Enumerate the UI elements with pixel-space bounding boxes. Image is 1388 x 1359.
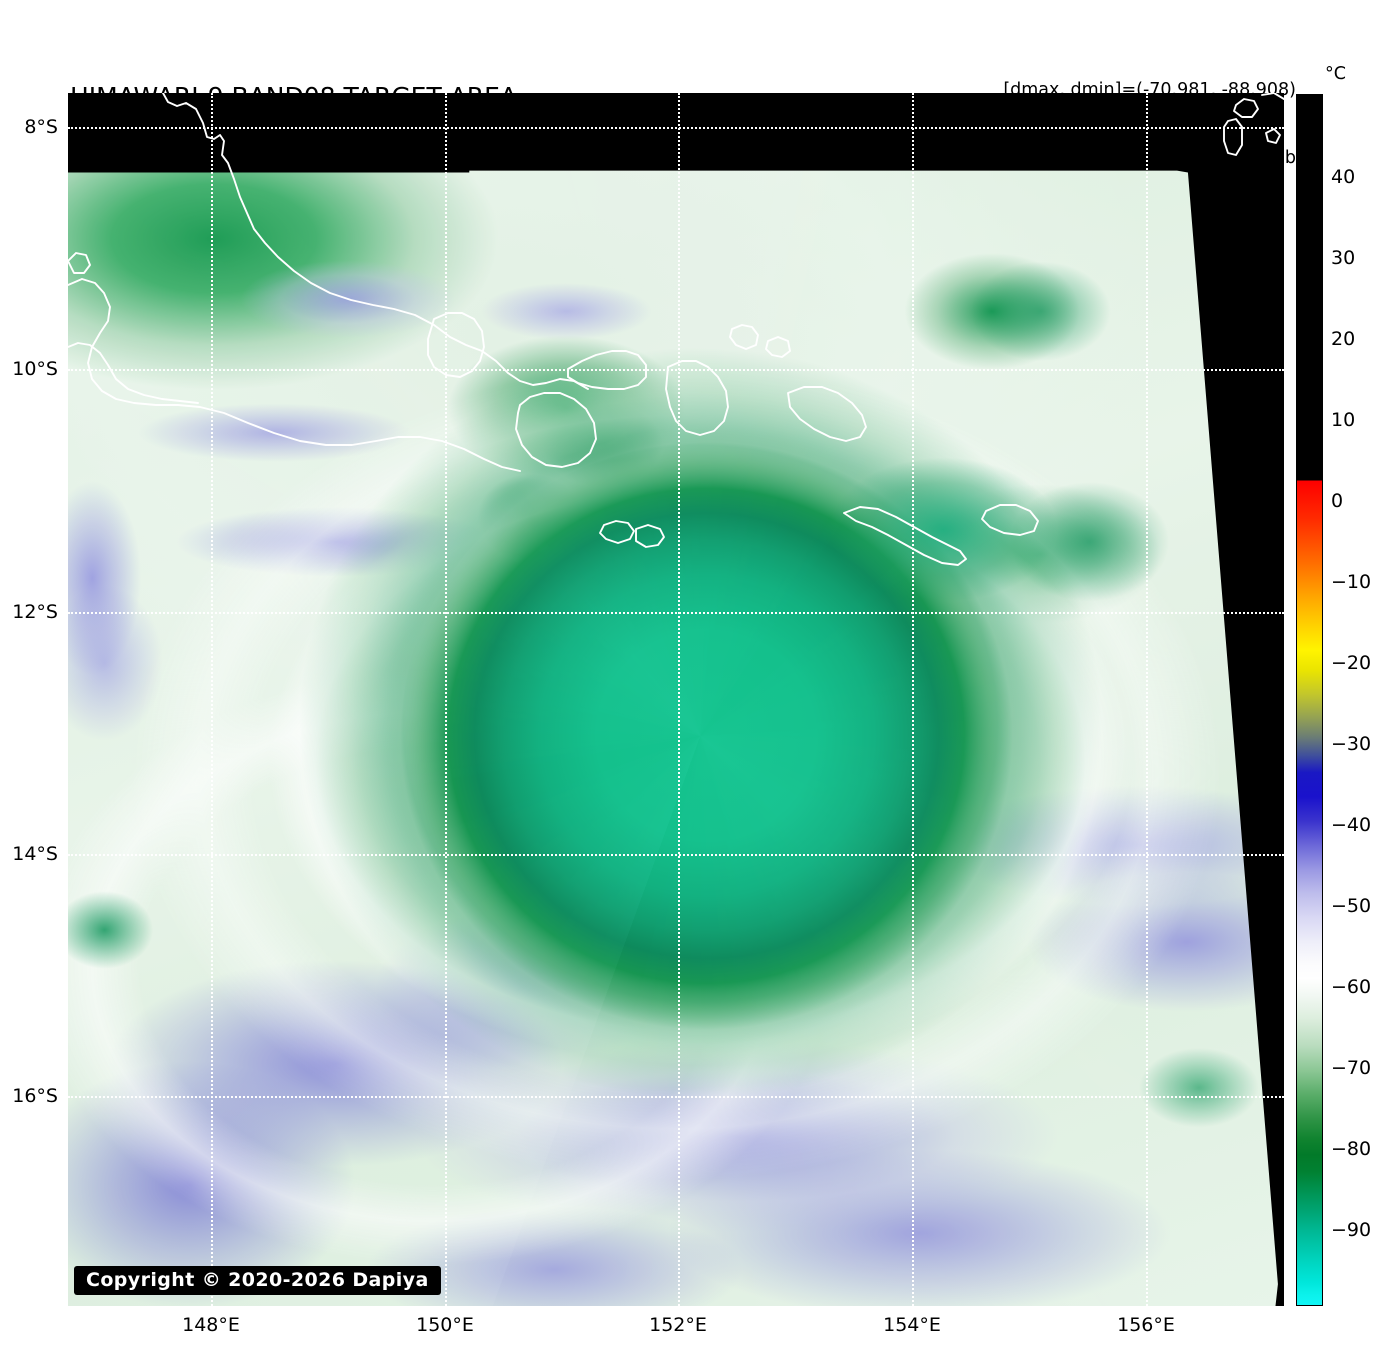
coastline-islet-ne-4 [1265,128,1281,144]
xtick-label-152e: 152°E [649,1314,707,1336]
colorbar-tick-m50: −50 [1331,895,1372,917]
colorbar-tick-m80: −80 [1331,1138,1372,1160]
colorbar-tick-30: 30 [1331,247,1356,269]
coastline-islet-ne-3 [1223,118,1243,156]
gridline-lat-8s [68,127,1284,129]
colorbar-tick-0: 0 [1331,490,1344,512]
colorbar-tick-20: 20 [1331,328,1356,350]
xtick-label-154e: 154°E [883,1314,941,1336]
colorbar-tick-m90: −90 [1331,1219,1372,1241]
colorbar-unit-label: °C [1325,64,1346,84]
colorbar-tick-m10: −10 [1331,571,1372,593]
xtick-label-150e: 150°E [416,1314,474,1336]
ytick-label-12s: 12°S [12,601,58,623]
cyclone-swirl-layer [68,170,1278,1306]
copyright-watermark: Copyright © 2020-2026 Dapiya [74,1266,441,1295]
colorbar-gradient [1296,94,1323,1306]
satellite-image-plot: Copyright © 2020-2026 Dapiya [68,93,1284,1306]
colorbar-tick-m60: −60 [1331,976,1372,998]
colorbar-tick-m30: −30 [1331,733,1372,755]
xtick-label-156e: 156°E [1117,1314,1175,1336]
colorbar-tick-40: 40 [1331,166,1356,188]
xtick-label-148e: 148°E [182,1314,240,1336]
coastline-islet-ne-2 [1261,93,1284,100]
colorbar-tick-m20: −20 [1331,652,1372,674]
ytick-label-8s: 8°S [24,116,58,138]
colorbar-tick-10: 10 [1331,409,1356,431]
coastline-islet-ne-1 [1233,98,1259,118]
ytick-label-10s: 10°S [12,358,58,380]
ytick-label-14s: 14°S [12,843,58,865]
colorbar-tick-m40: −40 [1331,814,1372,836]
satellite-raster [68,170,1278,1306]
ytick-label-16s: 16°S [12,1085,58,1107]
colorbar-tick-m70: −70 [1331,1057,1372,1079]
